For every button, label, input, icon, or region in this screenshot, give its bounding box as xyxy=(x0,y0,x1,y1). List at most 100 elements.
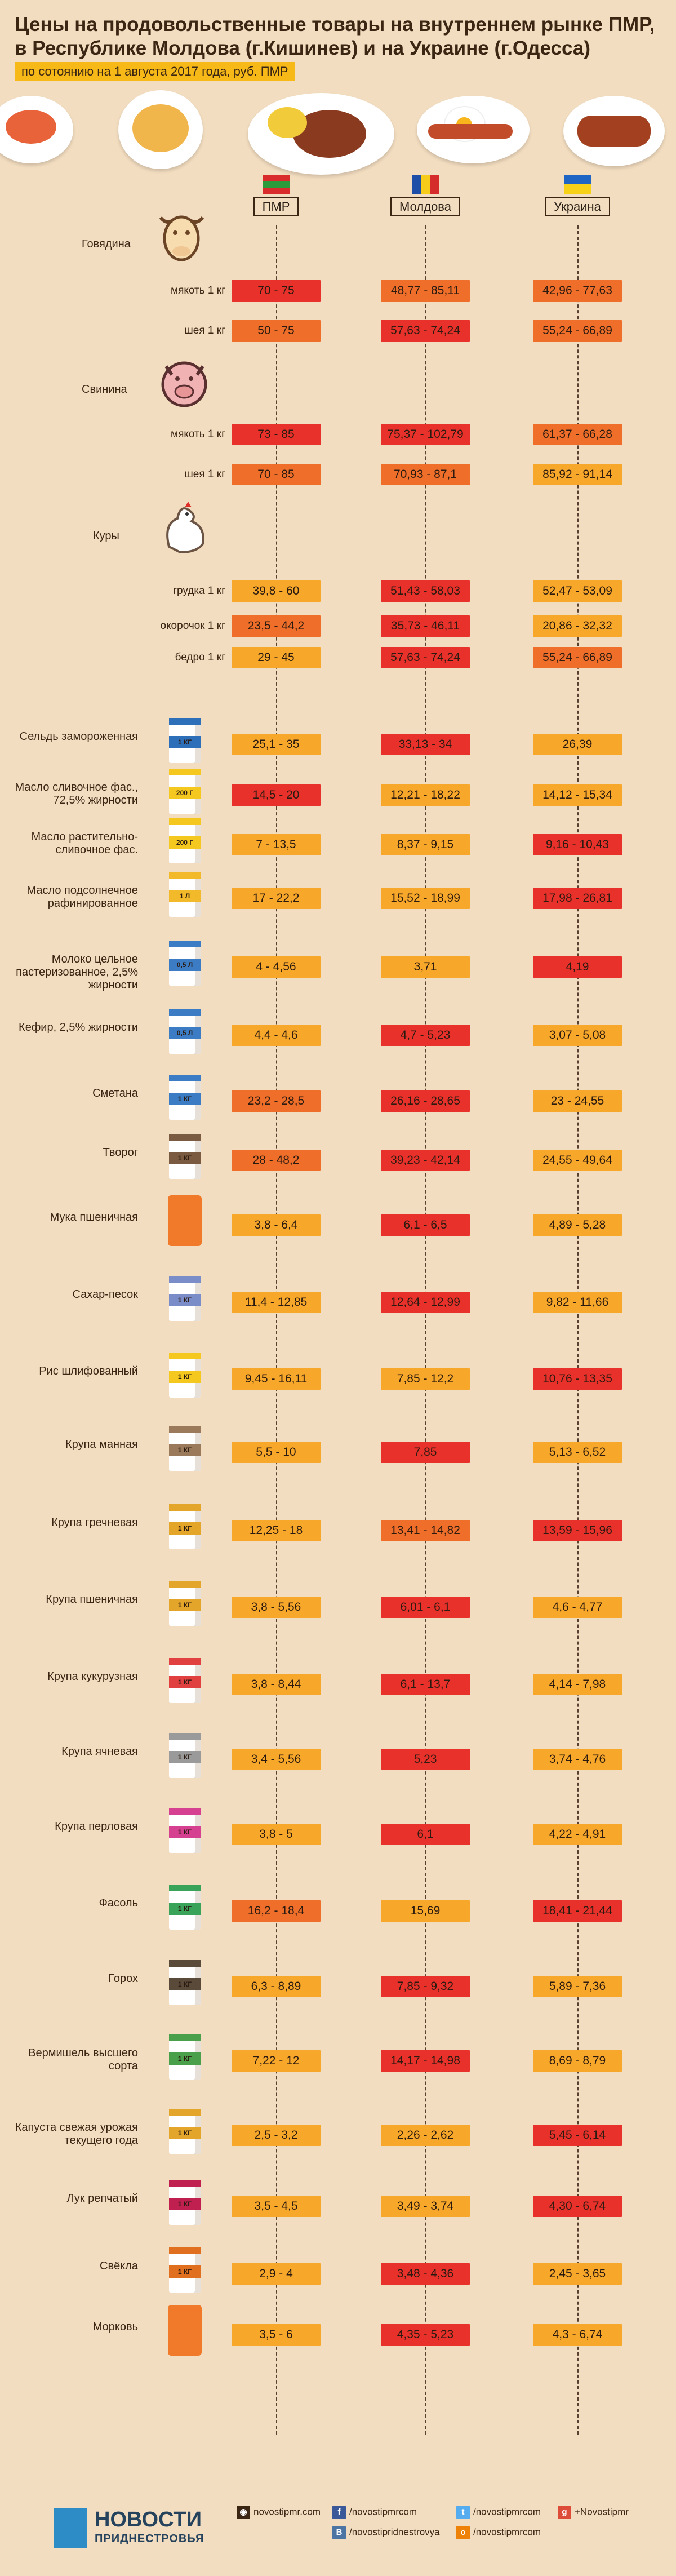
product-label: Сметана xyxy=(92,1087,138,1099)
column-pmr: ПМР xyxy=(231,175,321,216)
column-pmr-label: ПМР xyxy=(253,197,299,216)
package-weight-label: 0,5 Л xyxy=(169,1027,201,1039)
twitter-icon: t xyxy=(456,2506,470,2519)
price-md: 26,16 - 28,65 xyxy=(381,1090,470,1112)
price-ua: 5,13 - 6,52 xyxy=(533,1442,622,1463)
category-pork: Свинина xyxy=(82,383,127,396)
price-md: 7,85 - 12,2 xyxy=(381,1368,470,1390)
price-pmr: 70 - 75 xyxy=(232,280,321,302)
price-md: 6,1 xyxy=(381,1824,470,1845)
product-label: Крупа гречневая xyxy=(51,1517,138,1529)
product-package-icon: 1 КГ xyxy=(169,1733,201,1778)
price-md: 6,1 - 13,7 xyxy=(381,1674,470,1695)
product-package-icon: 200 Г xyxy=(169,769,201,814)
package-weight-label: 1 Л xyxy=(169,890,201,902)
product-label: Масло подсолнечное рафинированное xyxy=(26,884,138,910)
product-package-icon: 200 Г xyxy=(169,818,201,863)
price-pmr: 7,22 - 12 xyxy=(232,2050,321,2072)
price-ua: 20,86 - 32,32 xyxy=(533,615,622,637)
header: Цены на продовольственные товары на внут… xyxy=(0,0,676,175)
product-label: Крупа перловая xyxy=(55,1820,138,1833)
price-md: 6,01 - 6,1 xyxy=(381,1597,470,1618)
price-md: 75,37 - 102,79 xyxy=(381,424,470,445)
carrot-icon xyxy=(168,2305,202,2356)
product-package-icon: 1 КГ xyxy=(169,1581,201,1626)
package-weight-label: 200 Г xyxy=(169,836,201,849)
facebook-icon: f xyxy=(332,2506,346,2519)
price-md: 70,93 - 87,1 xyxy=(381,464,470,485)
product-label: Вермишель высшего сорта xyxy=(28,2047,138,2072)
price-md: 6,1 - 6,5 xyxy=(381,1214,470,1236)
row-label: бедро 1 кг xyxy=(175,651,225,663)
price-pmr: 73 - 85 xyxy=(232,424,321,445)
globe-icon: ◉ xyxy=(237,2506,250,2519)
package-weight-label: 1 КГ xyxy=(169,1152,201,1164)
pmr-divider xyxy=(276,225,277,2435)
price-md: 14,17 - 14,98 xyxy=(381,2050,470,2072)
product-label: Кефир, 2,5% жирности xyxy=(19,1021,138,1034)
category-beef: Говядина xyxy=(82,238,131,250)
product-label: Крупа пшеничная xyxy=(46,1593,138,1606)
product-label: Лук репчатый xyxy=(66,2192,138,2205)
price-pmr: 4 - 4,56 xyxy=(232,956,321,978)
product-package-icon: 1 КГ xyxy=(169,1134,201,1179)
column-moldova-label: Молдова xyxy=(390,197,460,216)
price-ua: 5,89 - 7,36 xyxy=(533,1976,622,1997)
price-ua: 13,59 - 15,96 xyxy=(533,1520,622,1541)
product-package-icon: 0,5 Л xyxy=(169,1009,201,1054)
ok-link[interactable]: o/novostipmrcom xyxy=(456,2526,541,2539)
package-weight-label: 1 КГ xyxy=(169,2052,201,2065)
price-ua: 85,92 - 91,14 xyxy=(533,464,622,485)
price-pmr: 9,45 - 16,11 xyxy=(232,1368,321,1390)
price-pmr: 3,5 - 6 xyxy=(232,2324,321,2346)
price-pmr: 5,5 - 10 xyxy=(232,1442,321,1463)
price-ua: 4,3 - 6,74 xyxy=(533,2324,622,2346)
price-pmr: 3,8 - 8,44 xyxy=(232,1674,321,1695)
price-ua: 4,89 - 5,28 xyxy=(533,1214,622,1236)
product-package-icon: 1 КГ xyxy=(169,1075,201,1120)
price-md: 57,63 - 74,24 xyxy=(381,647,470,668)
price-ua: 4,19 xyxy=(533,956,622,978)
price-ua: 52,47 - 53,09 xyxy=(533,580,622,602)
product-package-icon: 1 КГ xyxy=(169,1426,201,1471)
column-ukraine: Украина xyxy=(532,175,622,216)
product-label: Крупа ячневая xyxy=(61,1745,138,1758)
facebook-link[interactable]: f/novostipmrcom xyxy=(332,2506,417,2519)
package-weight-label: 1 КГ xyxy=(169,1903,201,1915)
price-pmr: 7 - 13,5 xyxy=(232,834,321,855)
product-package-icon: 1 КГ xyxy=(169,2109,201,2154)
price-pmr: 17 - 22,2 xyxy=(232,888,321,909)
category-chicken: Куры xyxy=(93,530,119,542)
price-pmr: 23,5 - 44,2 xyxy=(232,615,321,637)
package-weight-label: 1 КГ xyxy=(169,2265,201,2278)
column-moldova: Молдова xyxy=(380,175,470,216)
price-pmr: 50 - 75 xyxy=(232,320,321,342)
price-pmr: 11,4 - 12,85 xyxy=(232,1292,321,1313)
salmon-plate-icon xyxy=(0,96,73,163)
price-md: 4,35 - 5,23 xyxy=(381,2324,470,2346)
price-pmr: 4,4 - 4,6 xyxy=(232,1025,321,1046)
product-label: Горох xyxy=(108,1972,138,1985)
carrot-icon xyxy=(168,1195,202,1246)
price-pmr: 3,8 - 5 xyxy=(232,1824,321,1845)
site-link[interactable]: ◉ novostipmr.com xyxy=(237,2506,321,2519)
product-label: Творог xyxy=(103,1146,138,1159)
product-label: Рис шлифованный xyxy=(39,1365,138,1377)
gplus-icon: g xyxy=(558,2506,571,2519)
product-label: Сахар-песок xyxy=(72,1288,138,1301)
twitter-link[interactable]: t/novostipmrcom xyxy=(456,2506,541,2519)
price-md: 3,48 - 4,36 xyxy=(381,2263,470,2285)
price-pmr: 2,9 - 4 xyxy=(232,2263,321,2285)
steak-plate-icon xyxy=(248,93,394,175)
gplus-link[interactable]: g +Novostipmr xyxy=(558,2506,629,2519)
price-ua: 14,12 - 15,34 xyxy=(533,784,622,806)
price-ua: 3,74 - 4,76 xyxy=(533,1749,622,1770)
product-label: Мука пшеничная xyxy=(50,1211,138,1223)
pig-icon xyxy=(158,355,211,411)
vk-link[interactable]: B/novostipridnestrovya xyxy=(332,2526,440,2539)
footer: НОВОСТИ ПРИДНЕСТРОВЬЯ ◉ novostipmr.com f /… xyxy=(0,2491,676,2576)
product-package-icon: 1 КГ xyxy=(169,1960,201,2005)
product-package-icon: 1 КГ xyxy=(169,1353,201,1398)
price-md: 33,13 - 34 xyxy=(381,734,470,755)
package-weight-label: 0,5 Л xyxy=(169,959,201,971)
